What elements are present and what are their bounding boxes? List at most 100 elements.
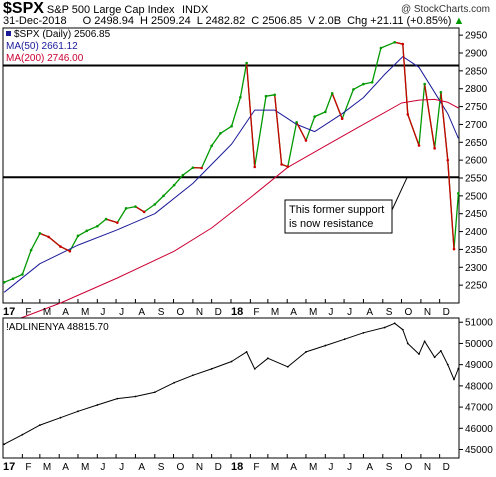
spx-point xyxy=(239,95,242,99)
axis-label-upper: A xyxy=(290,307,297,318)
adline-point xyxy=(191,374,194,377)
axis-label-lower: M xyxy=(81,462,89,473)
price-plot-frame xyxy=(2,27,460,304)
axis-label-lower: F xyxy=(253,462,259,473)
spx-down-segment xyxy=(447,160,455,250)
low-value: L 2482.82 xyxy=(196,15,246,27)
change-value: Chg +21.11 (+0.85%) xyxy=(347,15,452,27)
price-ytick-label: 2700 xyxy=(465,120,488,131)
spx-down-segment xyxy=(274,94,283,165)
annotation-box xyxy=(284,199,393,234)
price-ytick-label: 2300 xyxy=(465,263,488,274)
spx-point xyxy=(219,132,222,135)
spx-point xyxy=(280,163,283,166)
spx-point xyxy=(446,158,450,162)
adline-point xyxy=(116,397,119,400)
spx-point xyxy=(200,166,203,170)
price-legend-title: $SPX (Daily) 2506.85 xyxy=(14,29,111,40)
spx-point xyxy=(153,203,157,206)
axis-label-lower: J xyxy=(347,462,352,473)
adline-point xyxy=(59,416,62,419)
chart-header: $SPX S&P 500 Large Cap Index INDX xyxy=(3,0,208,18)
axis-label-upper: S xyxy=(158,307,165,318)
spx-point xyxy=(191,166,195,169)
ohlc-stats: 31-Dec-2018 O 2498.94 H 2509.24 L 2482.82 C … xyxy=(3,15,470,27)
adline-point xyxy=(134,395,137,398)
adline-ytick-label: 47000 xyxy=(465,403,493,414)
spx-point xyxy=(313,115,317,118)
axis-label-upper: A xyxy=(62,307,69,318)
adline-point xyxy=(393,322,396,325)
axis-label-lower: O xyxy=(177,462,185,473)
spx-point xyxy=(273,93,277,97)
spx-down-segment xyxy=(296,121,307,141)
date-label: 31-Dec-2018 xyxy=(3,15,67,27)
adline-ytick-label: 45000 xyxy=(465,445,493,456)
adline-point xyxy=(230,360,233,363)
spx-point xyxy=(59,245,62,248)
axis-label-lower: 17 xyxy=(3,461,15,473)
axis-label-upper: F xyxy=(25,307,31,318)
spx-down-segment xyxy=(440,92,449,161)
spx-down-segment xyxy=(245,62,256,167)
spx-down-segment xyxy=(48,236,61,248)
spx-point xyxy=(245,61,248,65)
spx-down-segment xyxy=(135,206,145,213)
spx-point xyxy=(370,80,374,84)
adline-point xyxy=(406,342,409,345)
axis-label-lower: O xyxy=(405,462,413,473)
annotation-line-1: This former support xyxy=(289,204,384,216)
axis-label-lower: M xyxy=(271,462,279,473)
spx-point xyxy=(142,210,146,214)
axis-label-lower: M xyxy=(43,462,51,473)
axis-label-lower: S xyxy=(158,462,165,473)
spx-point xyxy=(96,224,99,228)
spx-down-segment xyxy=(402,44,409,115)
axis-label-upper: 18 xyxy=(231,306,243,318)
ma200-legend: MA(200) 2746.00 xyxy=(6,53,84,64)
spx-point xyxy=(439,90,443,94)
annotation-arrow-line xyxy=(391,177,408,211)
security-name: S&P 500 Large Cap Index xyxy=(46,4,175,16)
price-ytick-label: 2500 xyxy=(465,191,488,202)
symbol-label: $SPX xyxy=(3,0,44,17)
price-ytick-label: 2900 xyxy=(465,49,488,60)
axis-label-lower: A xyxy=(290,462,297,473)
spx-point xyxy=(393,40,396,44)
ma50-legend: MA(50) 2661.12 xyxy=(6,41,78,52)
axis-label-lower: D xyxy=(443,462,450,473)
price-ytick-label: 2800 xyxy=(465,84,488,95)
adline-point xyxy=(401,328,404,331)
spx-point xyxy=(2,280,6,284)
adline-point xyxy=(453,378,455,381)
axis-label-upper: D xyxy=(443,307,450,318)
adline-point xyxy=(343,338,346,341)
spx-down-segment xyxy=(105,218,118,224)
spx-point xyxy=(417,144,421,147)
spx-point xyxy=(401,42,405,46)
axis-label-upper: S xyxy=(386,307,393,318)
change-up-icon: ▲ xyxy=(453,15,465,27)
adline-series-line xyxy=(3,322,459,445)
axis-label-upper: D xyxy=(215,307,222,318)
spx-point xyxy=(172,183,176,187)
adline-point xyxy=(173,381,176,384)
spx-point xyxy=(423,82,426,86)
spx-point xyxy=(162,194,165,198)
annotation-line-2: is now resistance xyxy=(289,218,373,230)
spx-point xyxy=(379,46,383,50)
spx-point xyxy=(433,147,436,150)
axis-label-lower: D xyxy=(215,462,222,473)
ma200-line xyxy=(4,98,459,325)
high-value: H 2509.24 xyxy=(139,15,191,27)
adline-point xyxy=(305,351,307,353)
spx-point xyxy=(47,235,50,239)
legend-swatch xyxy=(6,31,11,36)
adline-point xyxy=(210,368,213,370)
spx-point xyxy=(324,110,327,114)
adline-point xyxy=(38,424,41,427)
adline-point xyxy=(446,363,449,366)
adline-ytick-label: 50000 xyxy=(465,339,493,350)
spx-down-segment xyxy=(60,245,71,252)
axis-label-upper: A xyxy=(366,307,373,318)
